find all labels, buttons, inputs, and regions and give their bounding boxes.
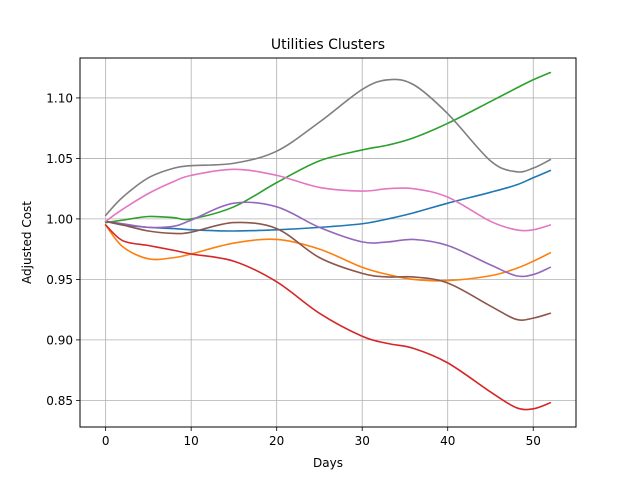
- x-tick-label: 40: [440, 434, 455, 448]
- y-axis-label: Adjusted Cost: [20, 201, 34, 284]
- y-tick-label: 0.90: [46, 333, 73, 347]
- series-line-6: [104, 220, 552, 321]
- y-tick-label: 1.10: [46, 91, 73, 105]
- series-line-3: [104, 71, 552, 224]
- chart-title: Utilities Clusters: [271, 37, 385, 53]
- series-line-4: [104, 224, 552, 411]
- x-tick-label: 30: [355, 434, 370, 448]
- x-axis-label: Days: [313, 456, 343, 470]
- x-tick-label: 0: [102, 434, 110, 448]
- series-line-7: [104, 168, 552, 232]
- y-tick-label: 1.00: [46, 212, 73, 226]
- x-tick-label: 10: [184, 434, 199, 448]
- axis-ticks: 0 10 20 30 40 50 0.85 0.90 0.95 1.00 1.05 1.10: [46, 91, 541, 448]
- y-tick-label: 0.85: [46, 394, 73, 408]
- grid-lines: [80, 58, 576, 427]
- series-line-8: [104, 78, 552, 217]
- y-tick-label: 1.05: [46, 152, 73, 166]
- x-tick-label: 50: [526, 434, 541, 448]
- plot-frame: [79, 57, 577, 428]
- series-line-5: [104, 201, 552, 278]
- series-lines: [104, 71, 552, 411]
- x-tick-label: 20: [269, 434, 284, 448]
- y-tick-label: 0.95: [46, 273, 73, 287]
